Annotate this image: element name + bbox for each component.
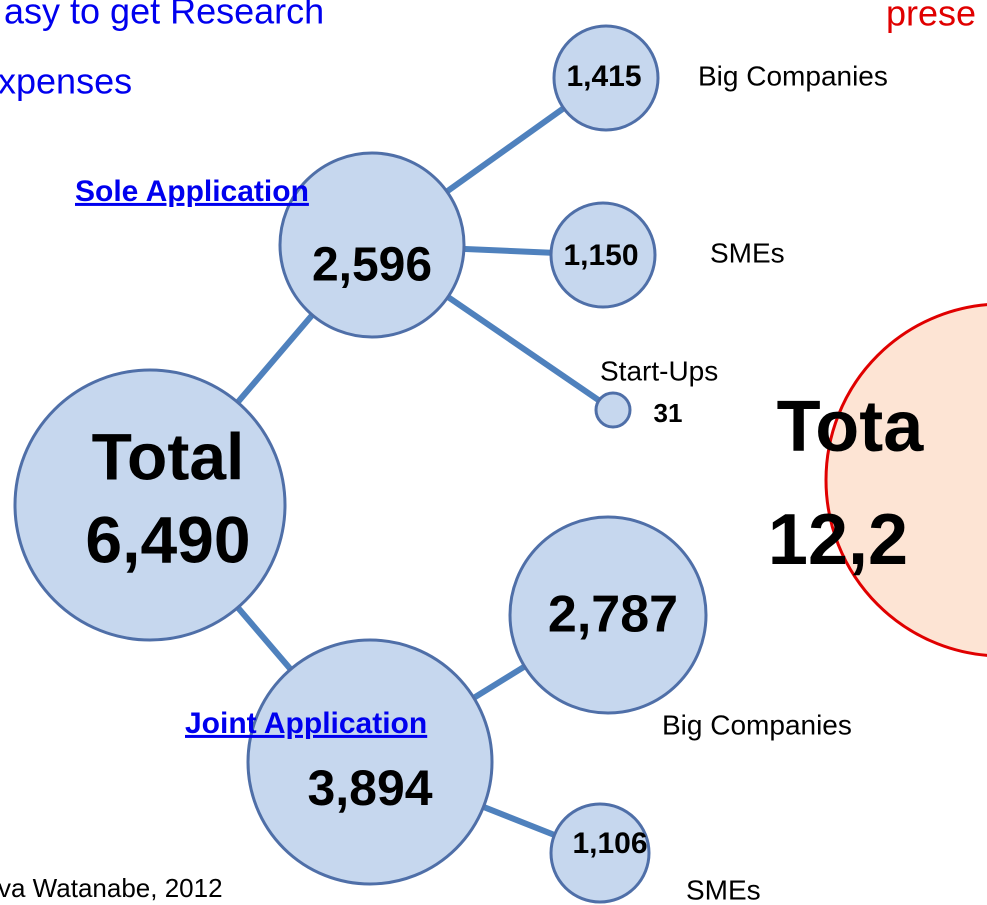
node-value: 1,150 xyxy=(563,239,638,272)
node-label: Start-Ups xyxy=(600,355,718,386)
node-circle xyxy=(824,303,987,657)
node-label: Big Companies xyxy=(662,709,852,740)
node-circle xyxy=(246,638,494,886)
node-value: 12,2 xyxy=(768,500,908,580)
node-label: Sole Application xyxy=(75,175,309,208)
node-circle xyxy=(278,151,466,339)
node-circle xyxy=(552,24,660,132)
node-label: SMEs xyxy=(686,874,761,905)
node-value: 1,106 xyxy=(572,827,647,860)
node-value: 2,596 xyxy=(312,239,432,292)
node-circle xyxy=(549,201,657,309)
node-circle xyxy=(549,802,651,904)
node-label: Tota xyxy=(777,387,925,467)
node-circle xyxy=(508,515,708,715)
node-value: 6,490 xyxy=(85,502,250,576)
node-label: Joint Application xyxy=(185,707,427,740)
node-label: Total xyxy=(92,419,245,493)
header-right: prese xyxy=(886,0,976,34)
node-circle xyxy=(594,391,632,429)
node-label: SMEs xyxy=(710,237,785,268)
node-value: 1,415 xyxy=(566,60,641,93)
node-value: 2,787 xyxy=(548,586,678,644)
node-value: 3,894 xyxy=(307,760,432,816)
header-line: xpenses xyxy=(0,61,132,102)
footer: va Watanabe, 2012 xyxy=(0,873,223,903)
header-line: asy to get Research xyxy=(4,0,324,32)
node-circle xyxy=(13,368,287,642)
node-value: 31 xyxy=(654,398,683,428)
node-label: Big Companies xyxy=(698,60,888,91)
